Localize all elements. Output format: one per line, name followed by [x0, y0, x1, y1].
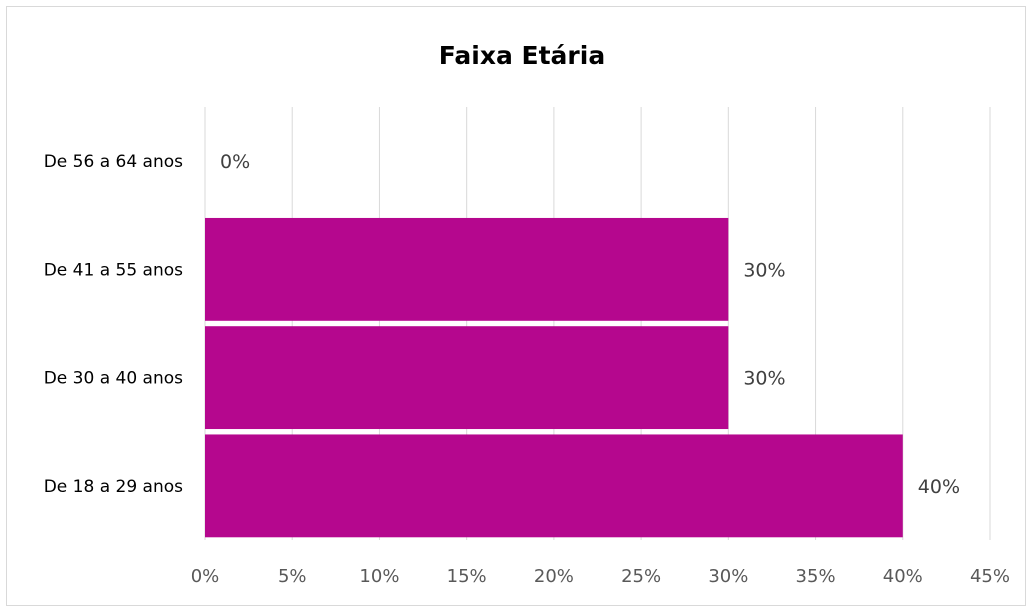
bar — [205, 434, 903, 538]
x-tick-label: 10% — [359, 566, 399, 587]
category-label: De 56 a 64 anos — [44, 152, 183, 172]
x-tick-label: 25% — [621, 566, 661, 587]
x-tick-label: 40% — [883, 566, 923, 587]
x-tick-label: 5% — [278, 566, 307, 587]
x-tick-label: 30% — [708, 566, 748, 587]
chart-title: Faixa Etária — [439, 41, 605, 70]
data-label: 0% — [220, 151, 250, 173]
x-tick-label: 20% — [534, 566, 574, 587]
data-label: 40% — [918, 476, 960, 498]
bars — [205, 217, 903, 538]
x-axis-tick-labels: 0% 5% 10% 15% 20% 25% 30% 35% 40% 45% — [191, 566, 1010, 587]
x-tick-label: 35% — [796, 566, 836, 587]
x-tick-label: 45% — [970, 566, 1010, 587]
bar — [205, 326, 729, 430]
category-label: De 18 a 29 anos — [44, 477, 183, 497]
category-labels: De 56 a 64 anos De 41 a 55 anos De 30 a 40… — [44, 152, 183, 497]
data-label: 30% — [743, 259, 785, 281]
category-label: De 41 a 55 anos — [44, 260, 183, 280]
category-label: De 30 a 40 anos — [44, 369, 183, 389]
bar — [205, 217, 729, 321]
x-tick-label: 15% — [447, 566, 487, 587]
x-tick-label: 0% — [191, 566, 220, 587]
data-label: 30% — [743, 368, 785, 390]
data-labels: 0% 30% 30% 40% — [220, 151, 960, 498]
